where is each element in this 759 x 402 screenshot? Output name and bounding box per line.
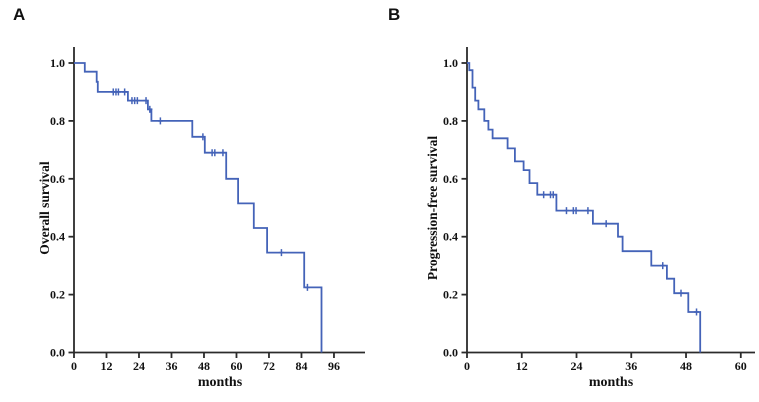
x-tick-label: 96 bbox=[328, 359, 340, 373]
km-panel-b: 0.0 0.2 0.4 0.6 0.8 1.0 0 12 24 36 48 60 bbox=[443, 47, 755, 373]
x-tick-label: 60 bbox=[230, 359, 242, 373]
x-tick-label: 48 bbox=[680, 359, 692, 373]
y-tick-label: 0.8 bbox=[443, 114, 458, 128]
y-tick-label: 0.0 bbox=[50, 346, 65, 360]
x-axis-title-months-panel-b: months bbox=[588, 375, 634, 390]
tick-labels-a: 0.0 0.2 0.4 0.6 0.8 1.0 0 12 24 36 48 60 72 84 96 bbox=[50, 56, 340, 373]
censor-marks-b bbox=[541, 191, 700, 316]
y-tick-label: 0.2 bbox=[443, 288, 458, 302]
tick-labels-b: 0.0 0.2 0.4 0.6 0.8 1.0 0 12 24 36 48 60 bbox=[443, 56, 747, 373]
y-tick-label: 0.8 bbox=[50, 114, 65, 128]
x-tick-label: 0 bbox=[71, 359, 77, 373]
y-tick-label: 1.0 bbox=[443, 56, 458, 70]
x-tick-label: 48 bbox=[198, 359, 210, 373]
x-tick-label: 84 bbox=[295, 359, 307, 373]
y-tick-label: 0.2 bbox=[50, 288, 65, 302]
y-tick-label: 1.0 bbox=[50, 56, 65, 70]
y-tick-label: 0.0 bbox=[443, 346, 458, 360]
y-tick-label: 0.4 bbox=[443, 230, 458, 244]
km-panel-a: 0.0 0.2 0.4 0.6 0.8 1.0 0 12 24 36 48 60 72 84 96 bbox=[50, 47, 365, 373]
x-tick-label: 12 bbox=[100, 359, 112, 373]
panel-b-letter: B bbox=[388, 5, 401, 24]
x-tick-label: 36 bbox=[165, 359, 177, 373]
x-tick-label: 60 bbox=[735, 359, 747, 373]
km-curve-a bbox=[74, 62, 323, 353]
x-tick-label: 36 bbox=[625, 359, 637, 373]
km-curve-b bbox=[467, 62, 702, 353]
x-axis-title-months-panel-a: months bbox=[197, 375, 243, 390]
y-tick-label: 0.6 bbox=[443, 172, 458, 186]
y-tick-label: 0.4 bbox=[50, 230, 65, 244]
panel-a-letter: A bbox=[13, 5, 26, 24]
x-tick-label: 24 bbox=[133, 359, 145, 373]
x-tick-label: 24 bbox=[571, 359, 583, 373]
x-tick-label: 12 bbox=[516, 359, 528, 373]
axes-b bbox=[461, 47, 755, 358]
x-tick-label: 72 bbox=[263, 359, 275, 373]
censor-marks-a bbox=[110, 88, 310, 291]
y-tick-label: 0.6 bbox=[50, 172, 65, 186]
x-tick-label: 0 bbox=[464, 359, 470, 373]
axes-a bbox=[68, 47, 365, 358]
